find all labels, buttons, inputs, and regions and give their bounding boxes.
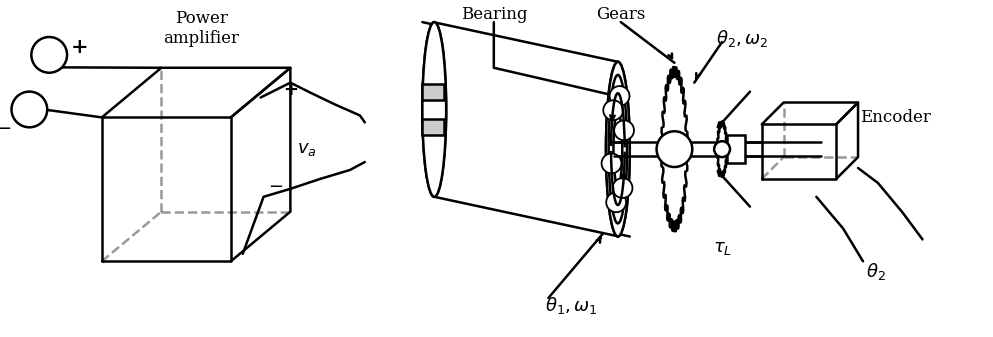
Text: +: + (283, 81, 298, 99)
Text: Bearing: Bearing (461, 6, 527, 23)
Circle shape (604, 100, 624, 120)
Text: $-$: $-$ (0, 118, 11, 136)
Circle shape (607, 192, 626, 212)
Text: $v_a$: $v_a$ (298, 140, 317, 158)
Circle shape (714, 141, 730, 157)
FancyBboxPatch shape (727, 135, 745, 163)
Circle shape (12, 92, 48, 127)
Ellipse shape (422, 22, 446, 197)
Text: $\theta_1, \omega_1$: $\theta_1, \omega_1$ (545, 295, 598, 316)
FancyBboxPatch shape (422, 119, 444, 135)
Text: +: + (71, 37, 88, 57)
Circle shape (614, 120, 634, 140)
Circle shape (610, 86, 630, 106)
FancyBboxPatch shape (422, 84, 444, 99)
Text: Encoder: Encoder (860, 109, 931, 126)
Circle shape (613, 178, 633, 198)
Polygon shape (717, 121, 727, 177)
Circle shape (32, 37, 68, 73)
Ellipse shape (422, 22, 446, 197)
Circle shape (602, 153, 622, 173)
Text: $-$: $-$ (268, 176, 283, 194)
Ellipse shape (606, 62, 630, 237)
Text: Gears: Gears (596, 6, 645, 23)
Circle shape (656, 131, 692, 167)
Text: Power
amplifier: Power amplifier (163, 10, 239, 47)
Polygon shape (661, 67, 687, 232)
Text: $\theta_2, \omega_2$: $\theta_2, \omega_2$ (716, 28, 769, 49)
Text: $\theta_2$: $\theta_2$ (866, 261, 886, 282)
Polygon shape (422, 22, 630, 237)
Ellipse shape (606, 62, 630, 237)
Text: $\tau_L$: $\tau_L$ (713, 239, 732, 257)
